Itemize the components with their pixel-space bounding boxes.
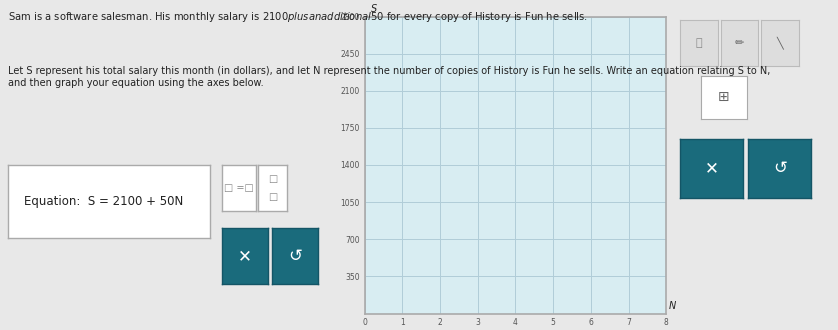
Text: ⊞: ⊞ — [718, 90, 729, 104]
Text: Equation:  S = 2100 + 50N: Equation: S = 2100 + 50N — [24, 195, 184, 208]
Text: ✏: ✏ — [735, 38, 744, 48]
Text: ✕: ✕ — [705, 159, 719, 177]
Text: □: □ — [268, 192, 277, 202]
Text: □: □ — [268, 174, 277, 184]
Text: □ =□: □ =□ — [224, 183, 254, 193]
Text: S: S — [370, 4, 377, 14]
Text: ↺: ↺ — [773, 159, 787, 177]
Text: ↺: ↺ — [288, 247, 303, 265]
Text: ⬜: ⬜ — [696, 38, 702, 48]
Text: Sam is a software salesman. His monthly salary is $2100 plus an additional $50 f: Sam is a software salesman. His monthly … — [8, 10, 588, 24]
Text: ╲: ╲ — [776, 37, 784, 49]
Text: ✕: ✕ — [238, 247, 252, 265]
Text: Let S represent his total salary this month (in dollars), and let N represent th: Let S represent his total salary this mo… — [8, 66, 771, 87]
Text: N: N — [670, 301, 676, 311]
